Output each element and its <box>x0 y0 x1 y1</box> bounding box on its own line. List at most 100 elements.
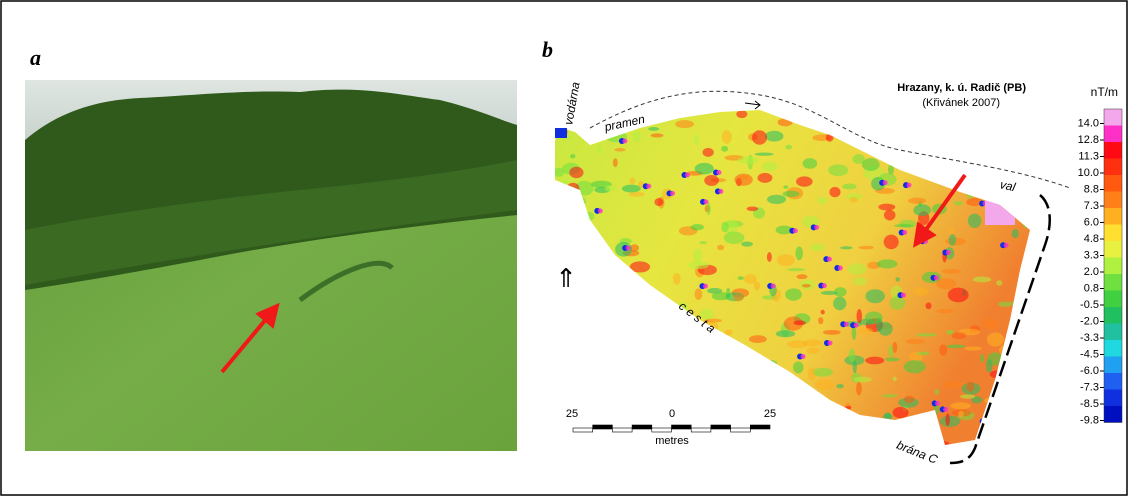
speckle <box>915 333 938 337</box>
speckle <box>785 288 802 301</box>
speckle <box>996 280 1003 286</box>
speckle <box>905 338 925 345</box>
legend-border <box>1103 108 1123 423</box>
speckle <box>848 348 856 363</box>
anomaly <box>935 400 941 406</box>
speckle <box>943 381 962 389</box>
speckle <box>858 327 874 335</box>
panel-label: a <box>30 45 41 70</box>
speckle <box>865 311 883 325</box>
scale-tick: 25 <box>764 408 776 420</box>
photo <box>25 80 517 451</box>
legend-label: 3.3 <box>1084 249 1099 261</box>
anomaly <box>669 190 675 196</box>
speckle <box>836 384 844 389</box>
anomaly <box>906 182 912 188</box>
legend-label: 7.3 <box>1084 200 1099 212</box>
speckle <box>949 228 955 235</box>
speckle <box>964 346 982 351</box>
map-title: Hrazany, k. ú. Radič (PB) <box>897 82 1026 94</box>
boundary-line <box>589 90 1071 189</box>
speckle <box>833 296 847 311</box>
speckle <box>822 329 841 335</box>
speckle <box>699 241 707 245</box>
speckle <box>883 234 899 250</box>
legend-swatch <box>1104 142 1122 159</box>
legend-swatch <box>1104 274 1122 291</box>
speckle <box>775 225 793 235</box>
speckle <box>951 332 967 340</box>
legend-label: -7.3 <box>1080 381 1099 393</box>
speckle <box>776 254 795 267</box>
speckle <box>654 198 664 206</box>
speckle <box>840 246 853 250</box>
speckle <box>702 147 714 157</box>
speckle <box>792 361 804 374</box>
rampart-line <box>949 194 1051 465</box>
flow-arrow <box>744 100 761 110</box>
speckle <box>941 269 962 274</box>
legend-label: -3.3 <box>1080 332 1099 344</box>
anomaly <box>826 256 832 262</box>
legend-swatch <box>1104 241 1122 258</box>
speckle <box>958 410 964 418</box>
anomaly <box>814 224 820 230</box>
legend-label: 2.0 <box>1084 266 1099 278</box>
speckle <box>748 335 767 343</box>
legend-label: -9.8 <box>1080 414 1099 426</box>
legend-swatch <box>1104 340 1122 357</box>
speckle <box>629 177 636 185</box>
speckle <box>614 148 626 152</box>
anomaly <box>902 230 908 236</box>
anomaly <box>827 340 833 346</box>
speckle <box>704 318 723 323</box>
scale-segment <box>749 424 771 430</box>
speckle <box>786 340 808 349</box>
legend-label: 8.8 <box>1084 183 1099 195</box>
scale-segment <box>612 427 633 433</box>
speckle <box>765 130 784 142</box>
speckle <box>861 158 880 171</box>
legend-label: -0.5 <box>1080 299 1099 311</box>
speckle <box>796 176 813 187</box>
speckle <box>966 381 975 392</box>
speckle <box>982 318 999 330</box>
legend-label: -2.0 <box>1080 315 1099 327</box>
speckle <box>858 245 874 250</box>
color-legend: 14.0 12.8 11.3 10.0 8.8 7.3 6.0 4.8 3.3 2.0 0.8 -0.… <box>1078 108 1123 426</box>
anomaly <box>900 292 906 298</box>
speckle <box>925 302 932 310</box>
speckle <box>706 202 711 216</box>
speckle <box>986 332 1004 347</box>
speckle <box>916 351 930 356</box>
speckle <box>820 290 838 296</box>
speckle <box>621 184 641 193</box>
speckle <box>889 296 906 310</box>
anomaly <box>622 138 628 144</box>
speckle <box>721 145 729 152</box>
speckle <box>847 263 867 275</box>
legend-swatch <box>1104 109 1122 126</box>
anomaly <box>837 265 843 271</box>
speckle <box>852 153 865 165</box>
speckle <box>849 196 859 203</box>
speckle <box>743 274 757 284</box>
speckle <box>807 367 816 381</box>
scale-segment <box>671 424 692 430</box>
place-label: val <box>999 177 1017 194</box>
scale-segment <box>710 424 731 430</box>
scale-unit: metres <box>655 435 689 447</box>
legend-label: -4.5 <box>1080 348 1099 360</box>
speckle <box>793 320 806 326</box>
speckle <box>1011 229 1019 239</box>
speckle <box>734 173 753 186</box>
speckle <box>629 244 640 252</box>
legend-label: 14.0 <box>1078 117 1099 129</box>
speckle <box>766 252 772 262</box>
legend-label: 6.0 <box>1084 216 1099 228</box>
speckle <box>597 144 602 155</box>
anomaly <box>702 283 708 289</box>
speckle <box>852 277 867 286</box>
speckle <box>853 376 872 383</box>
speckle <box>812 367 834 377</box>
